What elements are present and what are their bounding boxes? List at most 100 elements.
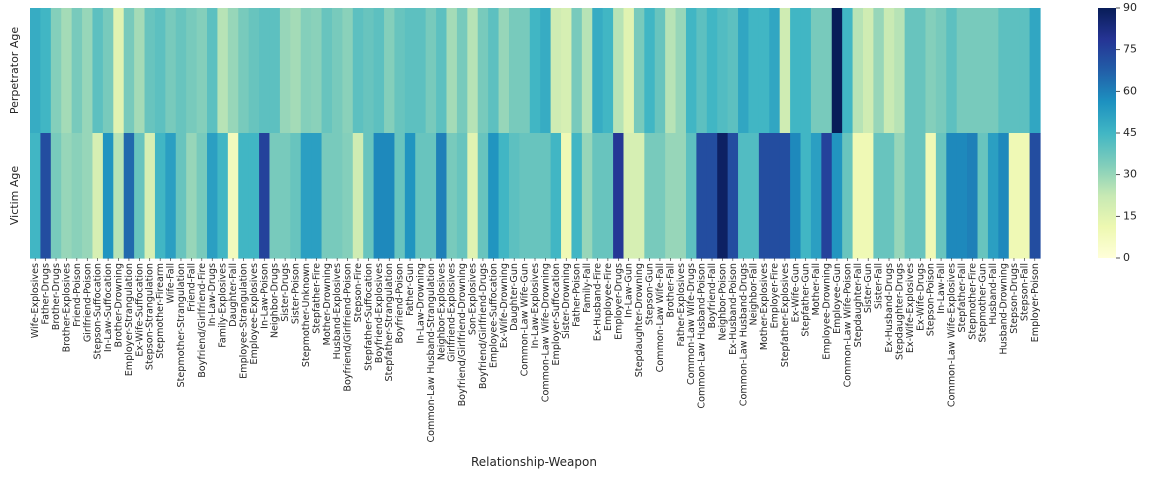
heatmap-cell <box>987 133 999 259</box>
heatmap-cell <box>477 8 489 134</box>
x-tick-label: Stepmother-Gun <box>978 263 989 343</box>
heatmap-cell <box>92 8 104 134</box>
heatmap-cell <box>977 8 989 134</box>
heatmap-cell <box>342 8 354 134</box>
heatmap-cell <box>269 8 281 134</box>
heatmap-cell <box>238 8 250 134</box>
x-tick-label: Employee-Suffocation <box>488 263 499 368</box>
x-tick-label: Stepfather-Fire <box>311 263 322 334</box>
heatmap-cell <box>227 133 239 259</box>
heatmap-cell <box>113 8 125 134</box>
heatmap-cell <box>71 8 83 134</box>
colorbar-tick-label: 45 <box>1123 126 1137 139</box>
heatmap-cell <box>894 133 906 259</box>
heatmap-cell <box>311 133 323 259</box>
heatmap-cell <box>956 8 968 134</box>
y-tick-labels: Perpetrator Age Victim Age <box>8 27 21 225</box>
heatmap-cell <box>977 133 989 259</box>
heatmap-cell <box>571 133 583 259</box>
heatmap-cell <box>1008 133 1020 259</box>
heatmap-cell <box>227 8 239 134</box>
heatmap-cell <box>186 8 198 134</box>
heatmap-cell <box>165 133 177 259</box>
heatmap-cell <box>800 8 812 134</box>
heatmap-cell <box>1029 8 1041 134</box>
heatmap-cell <box>904 8 916 134</box>
x-tick-label: Common-Law Wife-Gun <box>520 263 531 376</box>
heatmap-cell <box>727 133 739 259</box>
heatmap-cell <box>550 8 562 134</box>
heatmap-cell <box>50 8 62 134</box>
x-tick-label: Ex-Wife-Drowning <box>499 263 510 348</box>
heatmap-cell <box>196 133 208 259</box>
x-tick-label: Employer-Fire <box>769 263 780 329</box>
x-tick-label: Employee-Gun <box>832 263 843 334</box>
heatmap-cell <box>394 8 406 134</box>
heatmap-cell <box>665 8 677 134</box>
heatmap-cell <box>967 133 979 259</box>
heatmap-cell <box>623 8 635 134</box>
heatmap-cell <box>300 8 312 134</box>
heatmap-cell <box>644 8 656 134</box>
x-tick-label: Common-Law Husband-Poison <box>697 263 708 409</box>
heatmap-cell <box>592 133 604 259</box>
heatmap-cells <box>30 8 1041 259</box>
heatmap-cell <box>915 133 927 259</box>
x-tick-label: Stepmother-Strangulation <box>176 263 187 387</box>
x-tick-label: Stepson-Suffocation <box>93 263 104 359</box>
heatmap-cell <box>384 8 396 134</box>
x-tick-label: Stepfather-Explosives <box>780 263 791 367</box>
heatmap-cell <box>404 133 416 259</box>
x-tick-label: Father-Poison <box>572 263 583 327</box>
heatmap-cell <box>946 8 958 134</box>
heatmap-cell <box>602 8 614 134</box>
heatmap-cell <box>311 8 323 134</box>
heatmap-cell <box>207 133 219 259</box>
heatmap-cell <box>810 133 822 259</box>
x-tick-label: Stepfather-Fall <box>957 263 968 332</box>
x-tick-label: Mother-Explosives <box>759 263 770 350</box>
x-tick-label: In-Law-Explosives <box>530 263 541 349</box>
heatmap-cell <box>144 8 156 134</box>
heatmap-cell <box>498 133 510 259</box>
y-tick-label: Victim Age <box>8 166 21 225</box>
heatmap-cell <box>790 8 802 134</box>
x-tick-label: Stepson-Poison <box>926 263 937 336</box>
heatmap-cell <box>925 133 937 259</box>
heatmap-cell <box>748 133 760 259</box>
x-tick-label: Employer-Strangulation <box>124 263 135 376</box>
x-tick-label: Stepson-Gun <box>645 263 656 325</box>
x-tick-label: Husband-Explosives <box>332 263 343 360</box>
heatmap-cell <box>675 8 687 134</box>
x-tick-label: Ex-Wife-Explosives <box>905 263 916 353</box>
heatmap-cell <box>477 133 489 259</box>
x-tick-label: In-Law-Drowning <box>415 263 426 344</box>
heatmap-cell <box>113 133 125 259</box>
heatmap-cell <box>529 133 541 259</box>
heatmap-cell <box>217 133 229 259</box>
x-tick-label: Mother-Drowning <box>322 263 333 345</box>
x-tick-label: Stepdaughter-Drowning <box>634 263 645 377</box>
heatmap-cell <box>779 8 791 134</box>
heatmap-cell <box>873 133 885 259</box>
heatmap-cell <box>873 8 885 134</box>
heatmap-cell <box>50 133 62 259</box>
heatmap-cell <box>415 133 427 259</box>
x-tick-label: Boyfriend-Poison <box>395 263 406 344</box>
x-tick-label: In-Law-Suffocation <box>103 263 114 352</box>
x-tick-label: Father-Explosives <box>676 263 687 347</box>
x-tick-label: Sister-Drugs <box>280 263 291 322</box>
heatmap-cell <box>134 133 146 259</box>
heatmap-cell <box>488 8 500 134</box>
heatmap-cell <box>842 8 854 134</box>
heatmap-cell <box>61 8 73 134</box>
x-tick-label: Daughter-Fall <box>228 263 239 327</box>
heatmap-cell <box>769 133 781 259</box>
heatmap-cell <box>259 133 271 259</box>
heatmap-cell <box>529 8 541 134</box>
heatmap-cell <box>1008 8 1020 134</box>
heatmap-cell <box>519 133 531 259</box>
heatmap-cell <box>862 8 874 134</box>
x-tick-label: In-Law-Fall <box>936 263 947 314</box>
